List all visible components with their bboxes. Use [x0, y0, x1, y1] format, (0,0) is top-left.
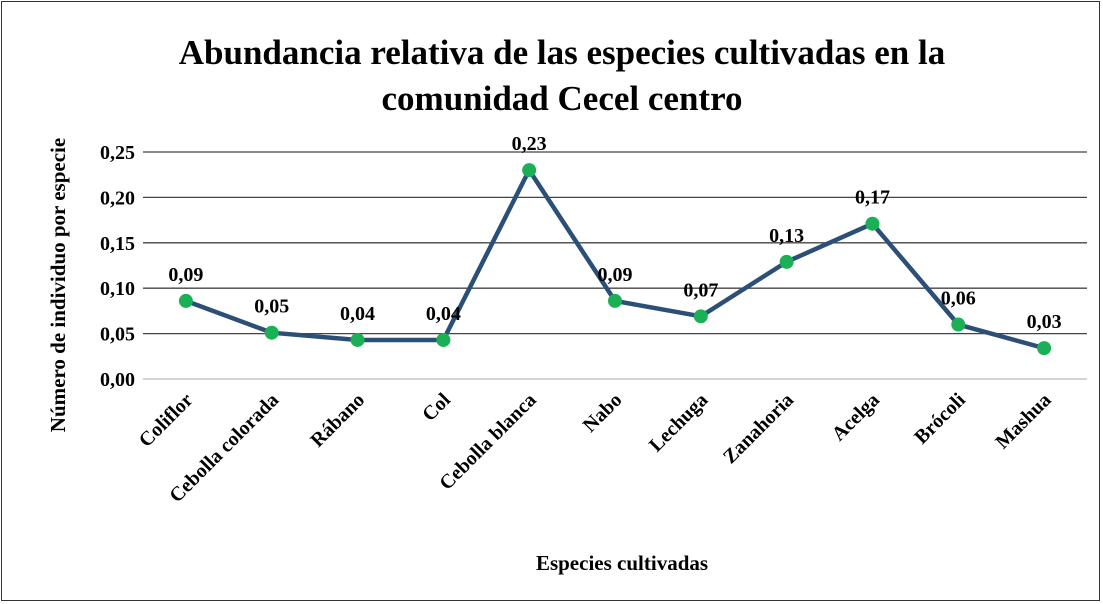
data-label: 0,23	[512, 133, 547, 155]
x-tick-label: Zanahoria	[719, 389, 798, 468]
data-label: 0,13	[769, 225, 804, 247]
marker	[608, 293, 622, 308]
data-label: 0,05	[254, 296, 289, 318]
data-label: 0,04	[340, 303, 375, 325]
y-tick-label: 0,20	[100, 187, 135, 209]
data-label: 0,09	[598, 264, 633, 286]
y-tick-label: 0,25	[100, 142, 135, 164]
chart-title: Abundancia relativa de las especies cult…	[178, 33, 946, 118]
marker	[693, 309, 708, 324]
y-axis-label: Número de individuo por especie	[46, 138, 70, 432]
marker	[264, 325, 279, 340]
x-tick-label: Nabo	[579, 389, 627, 437]
y-tick-label: 0,15	[100, 233, 135, 255]
y-tick-label: 0,10	[100, 278, 135, 300]
marker	[1037, 341, 1052, 356]
x-axis-label: Especies cultivadas	[536, 551, 708, 575]
x-tick-label: Acelga	[828, 389, 884, 445]
marker	[178, 293, 193, 308]
y-tick-label: 0,05	[100, 324, 135, 346]
data-label: 0,17	[855, 187, 890, 209]
x-tick-label: Brócoli	[910, 389, 970, 449]
marker	[522, 163, 537, 178]
y-tick-label: 0,00	[100, 369, 135, 391]
x-tick-label: Mashua	[991, 389, 1055, 453]
data-label: 0,03	[1027, 311, 1062, 333]
marker	[436, 332, 451, 347]
marker	[951, 317, 966, 332]
marker	[779, 254, 794, 269]
data-label: 0,09	[168, 264, 203, 286]
x-tick-label: Col	[418, 389, 455, 426]
x-tick-label: Coliflor	[135, 389, 198, 452]
marker	[865, 216, 880, 231]
data-label: 0,04	[426, 303, 461, 325]
data-label: 0,07	[683, 279, 718, 301]
x-tick-label: Lechuga	[645, 389, 712, 456]
data-label: 0,06	[941, 288, 976, 310]
marker	[350, 332, 365, 347]
x-tick-label: Rábano	[306, 389, 369, 452]
